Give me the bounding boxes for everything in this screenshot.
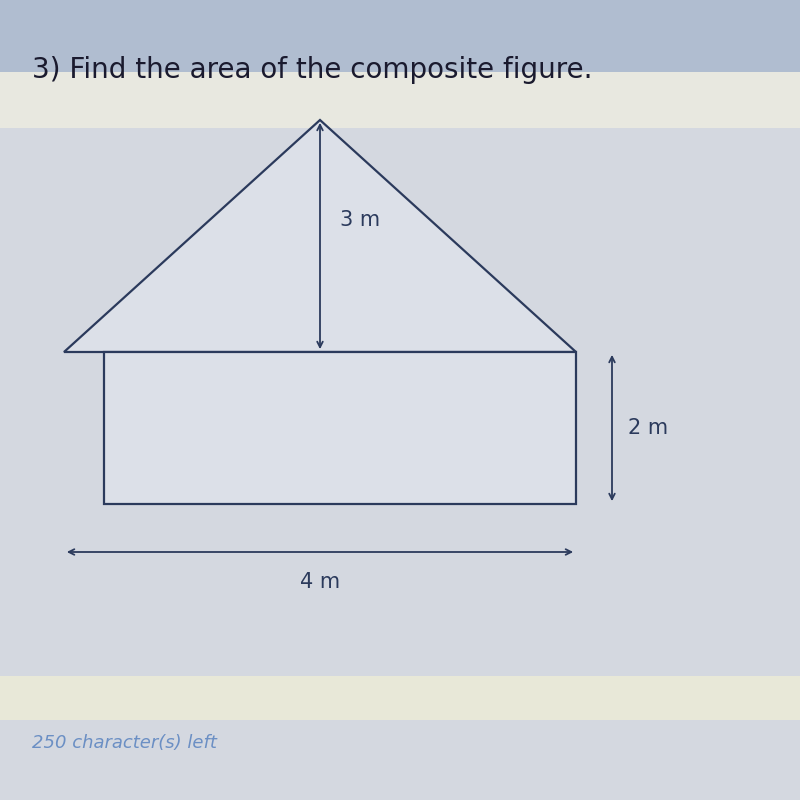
Text: 2 m: 2 m <box>628 418 668 438</box>
Bar <box>0 72 800 128</box>
Polygon shape <box>64 120 576 352</box>
Text: 250 character(s) left: 250 character(s) left <box>32 734 217 752</box>
Text: 4 m: 4 m <box>300 572 340 592</box>
Bar <box>0 0 800 72</box>
Text: 3) Find the area of the composite figure.: 3) Find the area of the composite figure… <box>32 56 593 84</box>
Text: 3 m: 3 m <box>340 210 380 230</box>
Bar <box>0 676 800 720</box>
Polygon shape <box>104 352 576 504</box>
